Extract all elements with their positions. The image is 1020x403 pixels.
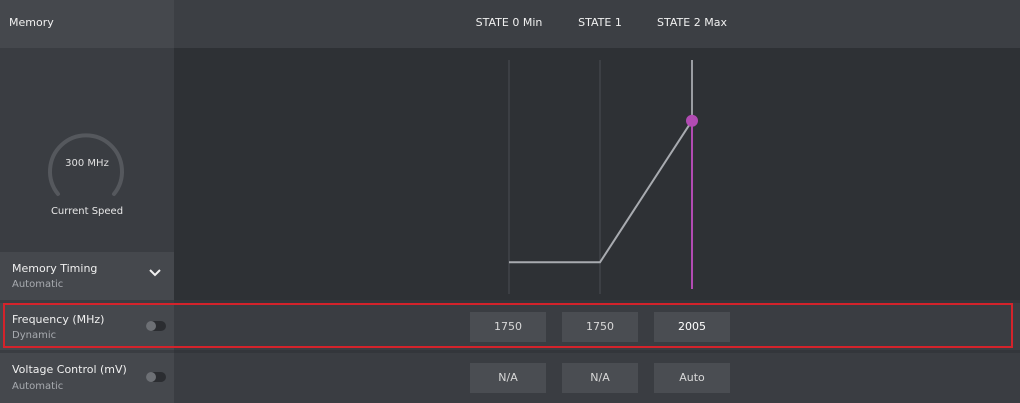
panel-title: Memory: [9, 16, 54, 29]
voltage-state-0-input[interactable]: N/A: [470, 363, 546, 393]
sidebar: Memory 300 MHz Current Speed Memory Timi…: [0, 0, 174, 403]
states-header: STATE 0 Min STATE 1 STATE 2 Max: [174, 0, 1020, 48]
chevron-down-icon[interactable]: [148, 268, 162, 278]
state-1-label: STATE 1: [578, 16, 622, 29]
gauge-value: 300 MHz: [65, 158, 109, 169]
memory-timing-row[interactable]: Memory Timing Automatic: [0, 252, 174, 300]
frequency-row: Frequency (MHz) Dynamic: [0, 303, 174, 350]
frequency-state-0-input[interactable]: 1750: [470, 312, 546, 342]
voltage-toggle[interactable]: [146, 372, 166, 382]
current-speed-label: Current Speed: [50, 206, 124, 217]
memory-timing-subtitle: Automatic: [12, 279, 64, 290]
state-2-handle[interactable]: [686, 114, 698, 127]
voltage-subtitle: Automatic: [12, 381, 64, 392]
frequency-graph: [174, 48, 1020, 300]
voltage-values-band: N/A N/A Auto: [174, 353, 1020, 403]
frequency-subtitle: Dynamic: [12, 330, 57, 341]
frequency-values-band: 1750 1750 2005: [174, 303, 1020, 350]
state-2-label: STATE 2 Max: [657, 16, 727, 29]
voltage-row: Voltage Control (mV) Automatic: [0, 353, 174, 403]
sidebar-header: Memory: [0, 0, 174, 48]
voltage-title: Voltage Control (mV): [12, 363, 127, 376]
frequency-state-1-input[interactable]: 1750: [562, 312, 638, 342]
state-graph-svg: [508, 60, 698, 294]
voltage-state-2-input[interactable]: Auto: [654, 363, 730, 393]
voltage-state-1-input[interactable]: N/A: [562, 363, 638, 393]
state-0-label: STATE 0 Min: [475, 16, 543, 29]
frequency-title: Frequency (MHz): [12, 313, 105, 326]
memory-timing-title: Memory Timing: [12, 262, 98, 275]
speed-gauge: [48, 133, 124, 196]
frequency-toggle[interactable]: [146, 321, 166, 331]
frequency-state-2-input[interactable]: 2005: [654, 312, 730, 342]
frequency-curve: [509, 120, 693, 264]
gauge-arc: [48, 133, 124, 196]
